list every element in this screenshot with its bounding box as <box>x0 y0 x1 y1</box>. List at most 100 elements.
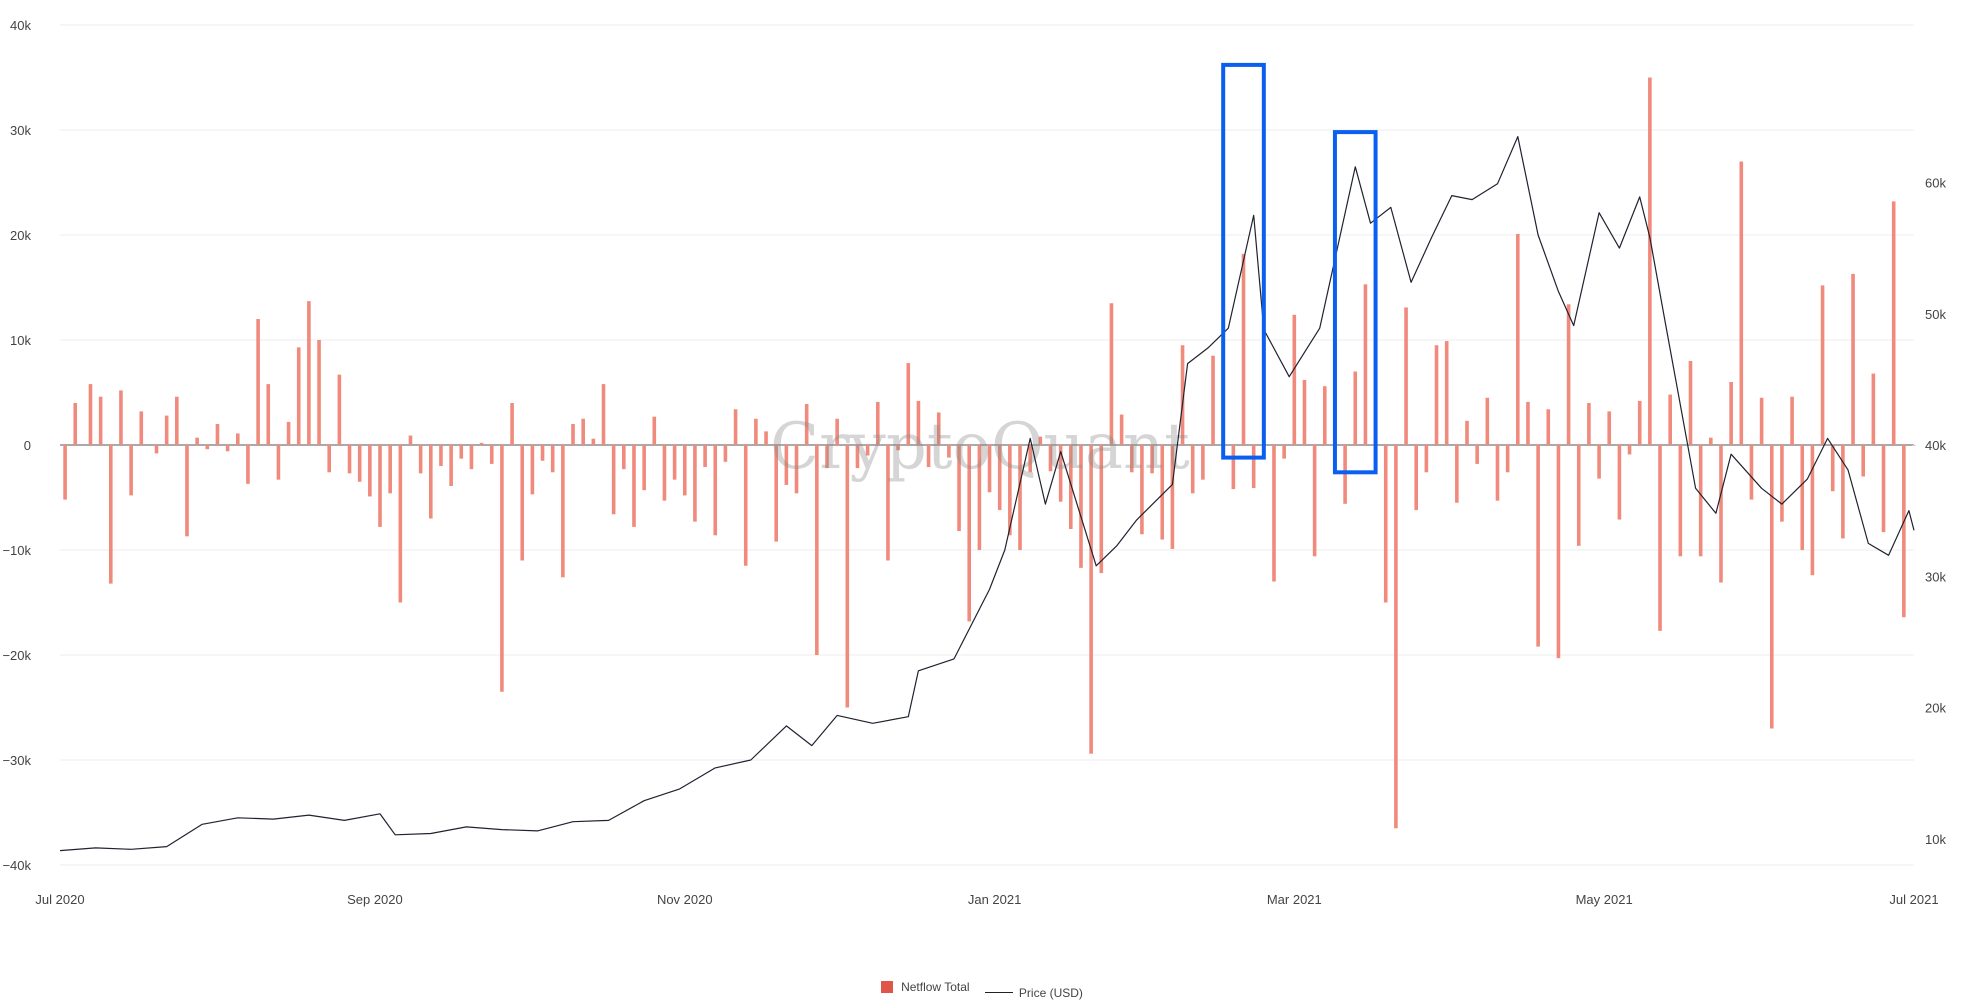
netflow-bar <box>246 445 250 484</box>
netflow-bar <box>1871 373 1876 445</box>
netflow-bar <box>1292 314 1297 445</box>
netflow-bar <box>108 445 113 584</box>
netflow-bar <box>1038 436 1043 445</box>
y-right-tick-label: 60k <box>1925 176 1946 191</box>
watermark: CryptoQuant <box>770 410 1190 484</box>
netflow-bar <box>825 445 829 469</box>
netflow-bar <box>1099 445 1104 574</box>
netflow-bar <box>1810 445 1815 576</box>
legend-item-price[interactable]: Price (USD) <box>984 985 1083 1000</box>
y-left-tick-label: −20k <box>2 648 31 663</box>
netflow-bar <box>1282 445 1286 459</box>
netflow-bar <box>119 390 123 445</box>
netflow-bar <box>571 424 575 445</box>
netflow-bar <box>1780 445 1784 522</box>
netflow-bar <box>845 445 850 708</box>
netflow-bar <box>754 418 758 445</box>
netflow-bar <box>581 418 585 445</box>
netflow-bar <box>154 445 159 454</box>
netflow-bar <box>1648 77 1652 445</box>
netflow-bar <box>185 445 189 537</box>
netflow-bar <box>1587 403 1591 445</box>
netflow-bar <box>164 415 169 445</box>
netflow-bar <box>1363 284 1368 445</box>
netflow-bar <box>1129 445 1134 473</box>
netflow-bar <box>662 445 667 501</box>
y-left-tick-label: 0 <box>24 438 31 453</box>
y-right-tick-label: 50k <box>1925 307 1946 322</box>
netflow-bar <box>947 445 951 458</box>
netflow-bar <box>398 445 403 603</box>
netflow-bar <box>1678 445 1683 557</box>
y-right-tick-label: 30k <box>1925 569 1946 584</box>
netflow-bar <box>1759 397 1764 445</box>
netflow-bar <box>307 301 311 445</box>
netflow-bar <box>1546 409 1551 445</box>
netflow-bar <box>1312 445 1317 557</box>
netflow-bar <box>357 445 362 482</box>
netflow-bar <box>1058 445 1063 502</box>
netflow-bar <box>1861 445 1866 477</box>
netflow-bar <box>1749 445 1754 500</box>
netflow-bar <box>98 396 103 445</box>
netflow-bar <box>388 445 392 494</box>
legend-price-label: Price (USD) <box>1018 985 1083 1000</box>
netflow-bar <box>439 445 443 466</box>
y-right-tick-label: 40k <box>1925 438 1946 453</box>
netflow-bar <box>296 347 301 445</box>
netflow-bar <box>327 445 332 473</box>
netflow-bar <box>1343 445 1347 504</box>
netflow-bar <box>1536 445 1540 647</box>
netflow-bar <box>510 403 514 445</box>
netflow-bar <box>733 409 738 445</box>
netflow-bar <box>1841 445 1845 539</box>
netflow-bar <box>1698 445 1703 557</box>
y-left-tick-label: 20k <box>10 228 31 243</box>
netflow-bar <box>713 445 718 536</box>
netflow-bar <box>73 403 78 445</box>
netflow-bar <box>886 445 890 561</box>
netflow-bar <box>1251 445 1256 489</box>
netflow-bar <box>1637 400 1642 445</box>
netflow-bar <box>205 445 210 450</box>
netflow-bar <box>1434 345 1439 445</box>
netflow-bar <box>1912 445 1916 446</box>
netflow-bar <box>1302 379 1307 445</box>
netflow-bar <box>225 445 230 452</box>
netflow-bar <box>1190 445 1195 494</box>
netflow-bar <box>1241 253 1246 445</box>
netflow-bar <box>875 401 880 445</box>
netflow-bar <box>1658 445 1662 631</box>
legend-item-netflow[interactable]: Netflow Total <box>881 980 970 994</box>
netflow-bar <box>1455 445 1459 503</box>
y-left-tick-label: −30k <box>2 753 31 768</box>
x-tick-label: Mar 2021 <box>1267 892 1322 907</box>
legend: Netflow Total Price (USD) <box>0 980 1964 1000</box>
netflow-bar <box>1048 445 1053 472</box>
netflow-bar <box>672 445 677 480</box>
netflow-bar <box>63 445 67 500</box>
netflow-bar <box>418 445 423 474</box>
netflow-bar <box>1790 396 1794 445</box>
netflow-bar <box>195 437 199 445</box>
netflow-bar <box>703 445 707 468</box>
x-tick-label: Nov 2020 <box>657 892 713 907</box>
x-axis: Jul 2020 Sep 2020 Nov 2020 Jan 2021 Mar 2021… <box>35 892 1938 907</box>
netflow-bar <box>1516 233 1520 445</box>
netflow-bar <box>997 445 1002 511</box>
price-line <box>59 136 1915 852</box>
netflow-bar <box>368 445 372 497</box>
netflow-bar <box>622 445 626 470</box>
netflow-bar <box>591 438 596 445</box>
netflow-bar <box>1394 445 1398 829</box>
netflow-bar <box>129 445 133 496</box>
netflow-bar <box>1566 304 1571 445</box>
y-axis-right: 60k 50k 40k 30k 20k 10k <box>1925 176 1946 847</box>
watermark-text: CryptoQuant <box>770 410 1190 484</box>
netflow-bar <box>1465 420 1469 445</box>
netflow-bar <box>1322 386 1327 445</box>
netflow-bar <box>1079 445 1083 568</box>
netflow-bar <box>1404 307 1408 445</box>
netflow-bar <box>835 418 839 445</box>
netflow-bar <box>1028 445 1032 473</box>
